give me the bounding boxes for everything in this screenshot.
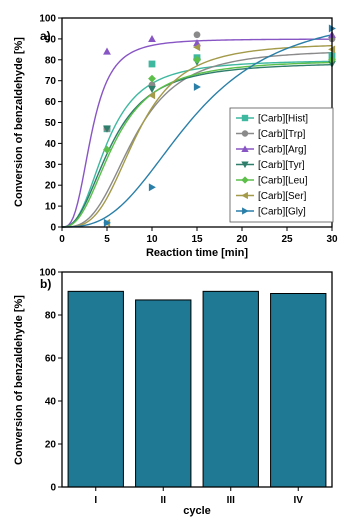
legend-marker (241, 176, 249, 184)
data-point (193, 43, 201, 52)
data-point (103, 125, 111, 133)
x-tick-label: 30 (326, 234, 338, 245)
x-tick-label: 15 (191, 234, 203, 245)
bar (67, 290, 124, 488)
conversion-vs-time-chart: 0 5 10 15 20 25 30 0 10 20 30 40 50 60 70 80 90 100 a) Re… (13, 14, 338, 260)
y-tick-label: 60 (45, 97, 57, 108)
y-tick-label: 40 (45, 397, 57, 408)
legend-marker (241, 145, 249, 152)
plot-a-y-axis-title: Conversion of benzaldehyde [%] (13, 37, 25, 207)
legend-label: [Carb][Arg] (258, 145, 307, 156)
legend-marker (241, 114, 249, 122)
y-tick-label: 30 (45, 160, 57, 171)
fit-curve-carbhist (61, 60, 333, 228)
legend-label: [Carb][Trp] (258, 129, 306, 140)
data-point (148, 74, 156, 83)
x-tick-label: I (94, 495, 97, 506)
x-tick-label: 20 (236, 234, 248, 245)
legend-label: [Carb][Gly] (258, 207, 306, 218)
data-point (148, 183, 156, 192)
x-tick-label: 25 (281, 234, 293, 245)
fit-curve-carbtrp (61, 51, 333, 228)
x-tick-label: IV (294, 495, 304, 506)
y-tick-label: 20 (45, 181, 57, 192)
plot-b-frame (61, 271, 333, 488)
legend-label: [Carb][Leu] (258, 176, 308, 187)
legend-marker (241, 130, 249, 137)
bar (202, 290, 259, 488)
legend-marker (241, 161, 249, 169)
x-tick-label: III (227, 495, 236, 506)
bar (135, 299, 192, 488)
fit-curve-carbtyr (61, 63, 333, 228)
y-tick-label: 50 (45, 118, 57, 129)
data-point (103, 47, 111, 55)
legend-label: [Carb][Hist] (258, 114, 308, 125)
y-tick-label: 100 (39, 14, 56, 25)
x-tick-label: 0 (59, 234, 65, 245)
x-tick-label: II (160, 495, 166, 506)
data-point (193, 83, 201, 91)
data-point (193, 31, 201, 39)
bar (270, 293, 327, 488)
data-point (148, 85, 156, 93)
x-tick-label: 5 (104, 234, 110, 245)
y-tick-label: 70 (45, 76, 57, 87)
y-tick-label: 80 (45, 311, 57, 322)
x-tick-label: 10 (146, 234, 158, 245)
y-tick-label: 40 (45, 139, 57, 150)
y-tick-label: 0 (50, 223, 56, 234)
plot-b-panel-label: b) (40, 277, 51, 291)
data-point (148, 60, 156, 68)
y-tick-label: 100 (39, 268, 56, 279)
plot-a-panel-label: a) (40, 29, 51, 43)
legend-label: [Carb][Tyr] (258, 160, 305, 171)
legend-marker (242, 207, 249, 215)
data-point (148, 34, 156, 43)
y-tick-label: 0 (50, 483, 56, 494)
fit-curve-carbleu (61, 61, 333, 228)
plot-b-y-axis-title: Conversion of benzaldehyde [%] (13, 295, 25, 465)
plot-a-legend: [Carb][Hist] [Carb][Trp] [Carb][Arg] [Carb]… (229, 107, 334, 223)
y-tick-label: 80 (45, 55, 57, 66)
y-tick-label: 90 (45, 34, 57, 45)
data-point (103, 145, 111, 154)
plot-b-x-axis-title: cycle (183, 505, 211, 517)
data-point (193, 55, 201, 64)
plot-a-ticks: 0 5 10 15 20 25 30 0 10 20 30 40 50 60 70 80 90 100 (39, 14, 338, 246)
y-tick-label: 10 (45, 202, 57, 213)
data-point (148, 91, 156, 100)
data-point (103, 218, 111, 227)
y-tick-label: 20 (45, 440, 57, 451)
fit-curve-carbgly (62, 34, 333, 228)
y-tick-label: 60 (45, 354, 57, 365)
plot-a-x-axis-title: Reaction time [min] (146, 247, 248, 259)
legend-marker (241, 191, 248, 200)
legend-label: [Carb][Ser] (258, 191, 307, 202)
plot-b-bars (67, 290, 327, 488)
